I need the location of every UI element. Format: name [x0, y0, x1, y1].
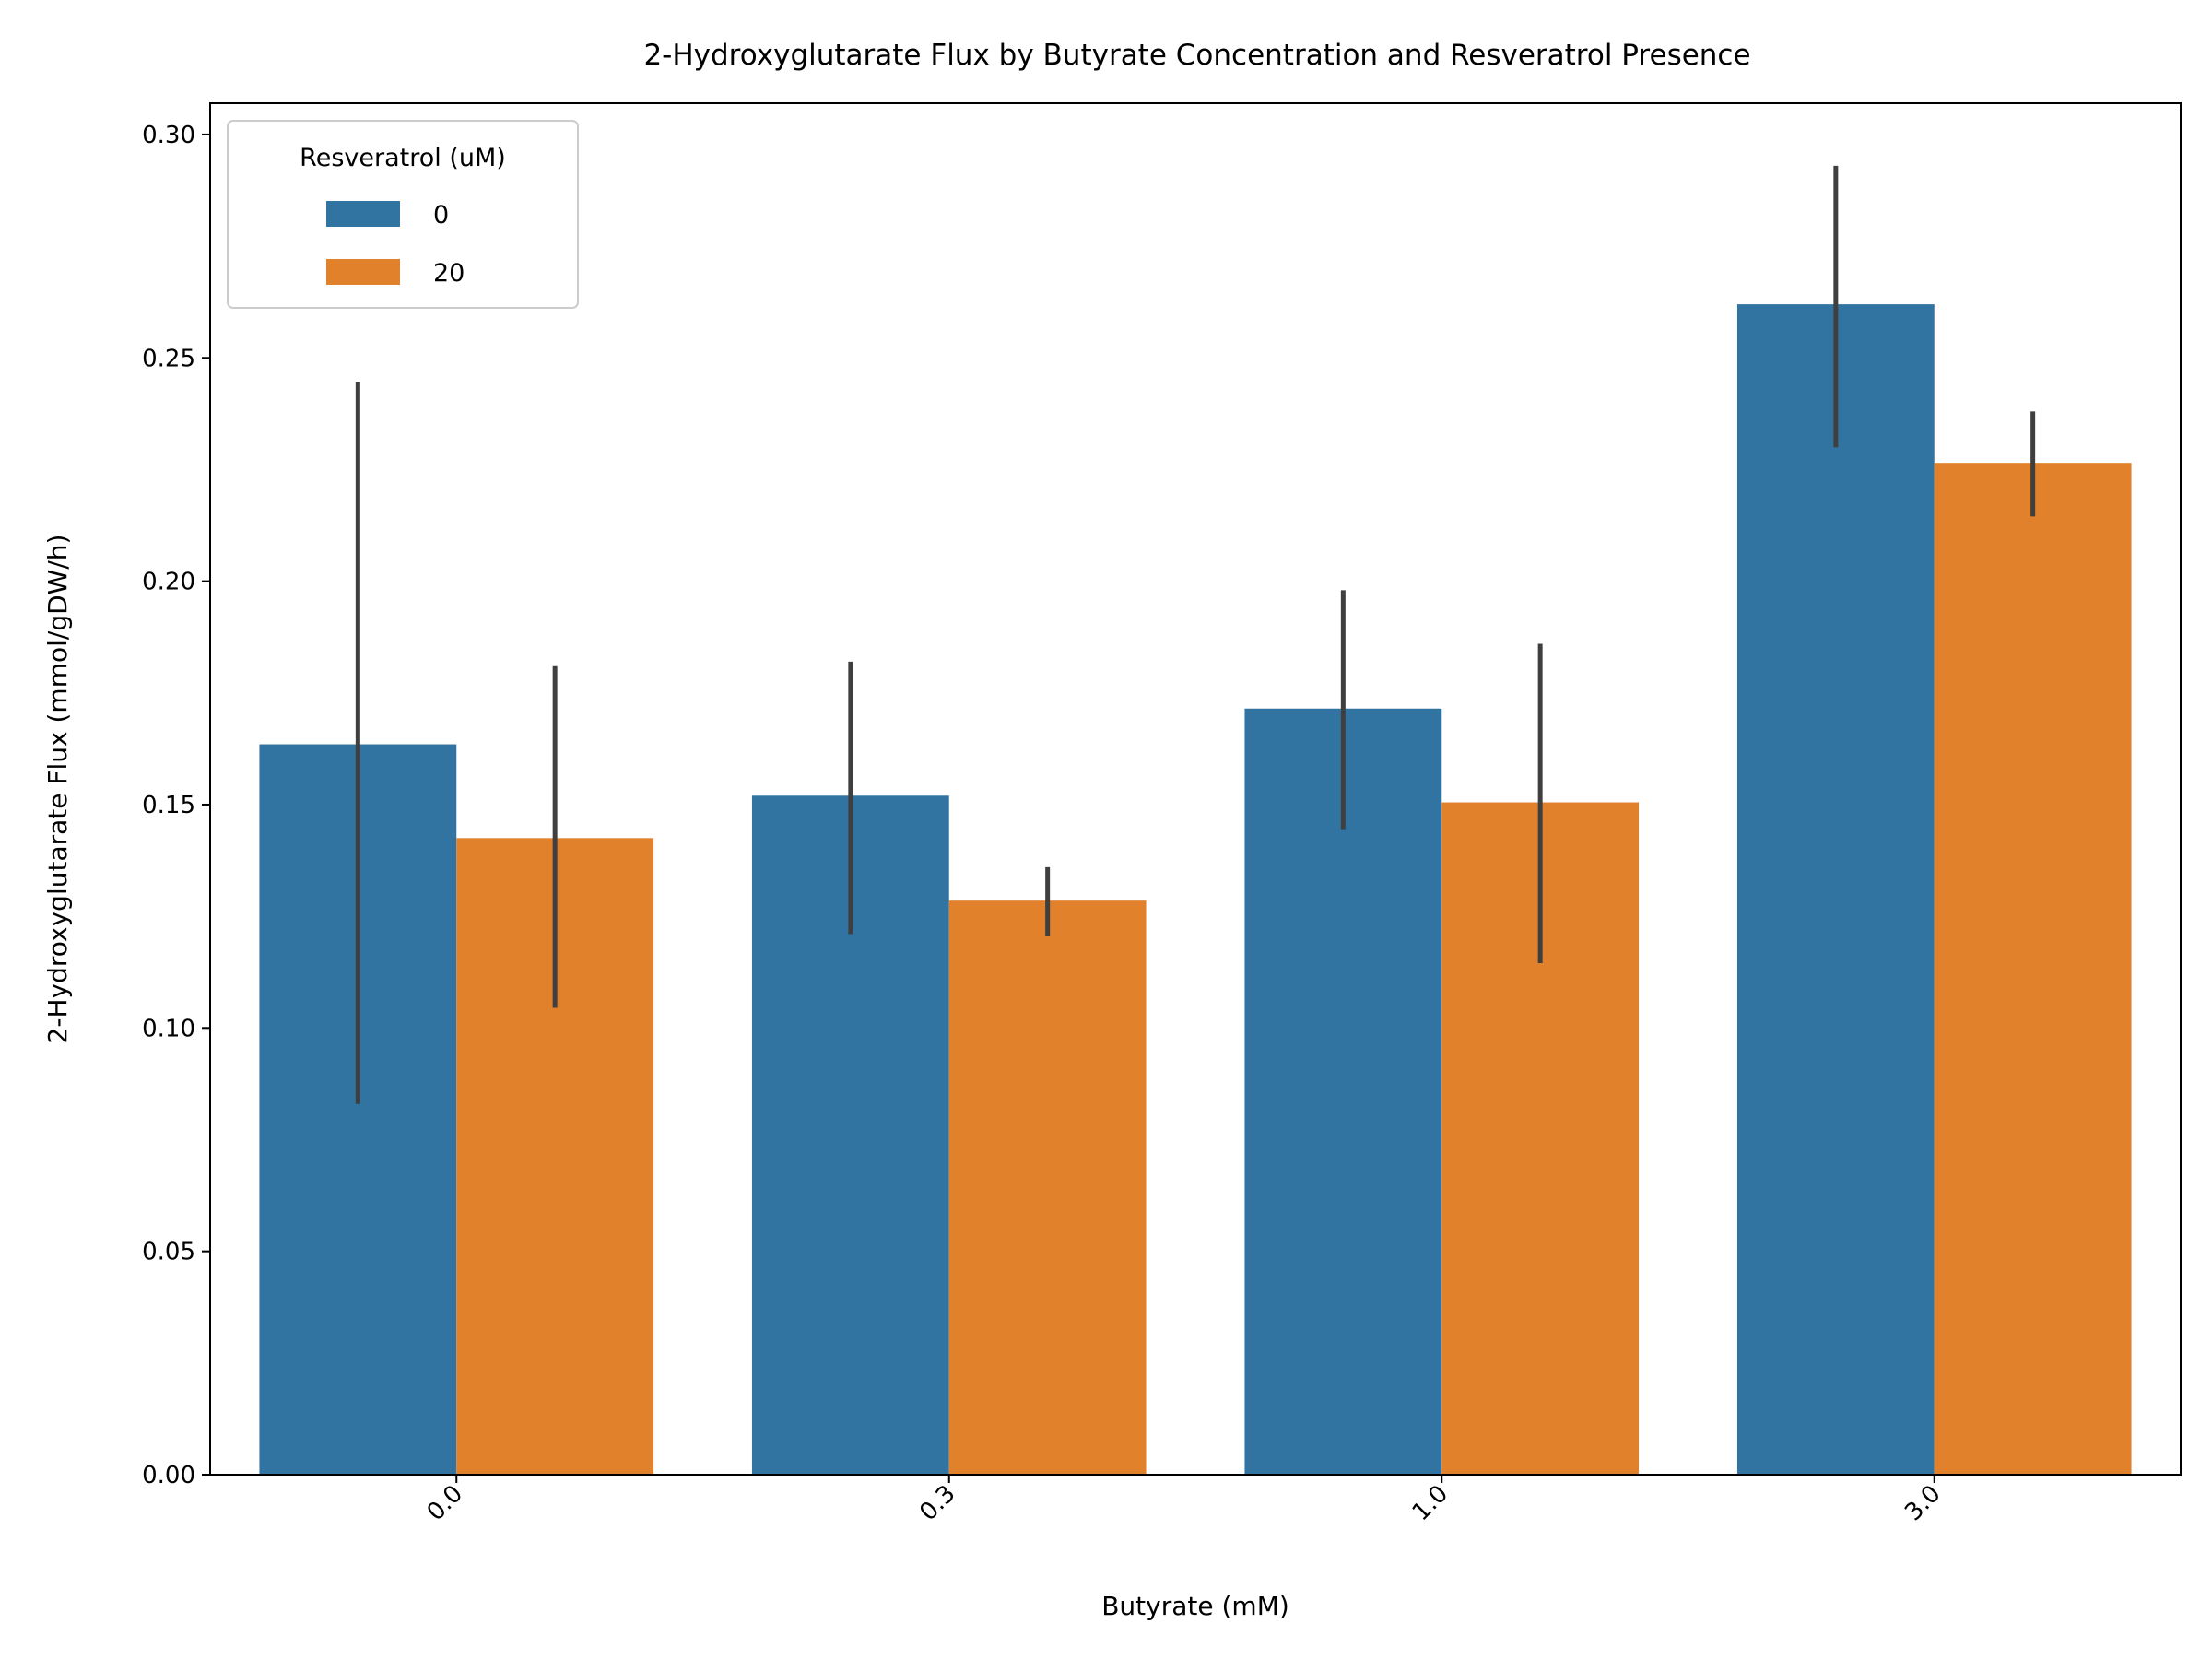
- bar-resveratrol-0-butyrate-1.0: [1244, 708, 1442, 1475]
- y-tick-label: 0.25: [142, 345, 195, 372]
- legend-label-20: 20: [433, 259, 465, 288]
- plot-frame: [209, 102, 2182, 1476]
- legend-box: [227, 120, 579, 309]
- x-tick-label: 0.3: [914, 1480, 960, 1526]
- x-tick-label: 0.0: [422, 1480, 468, 1526]
- bars-layer: [259, 304, 2132, 1476]
- bar-resveratrol-20-butyrate-3.0: [1934, 463, 2132, 1475]
- legend-label-0: 0: [433, 201, 449, 229]
- y-tick-label: 0.10: [142, 1015, 195, 1042]
- legend-swatch-0: [326, 201, 400, 227]
- chart-title: 2-Hydroxyglutarate Flux by Butyrate Conc…: [643, 39, 1750, 72]
- x-axis-label: Butyrate (mM): [1101, 1591, 1289, 1621]
- x-tick-label: 3.0: [1900, 1480, 1946, 1526]
- x-axis: 0.0 0.3 1.0 3.0: [422, 1475, 1947, 1526]
- legend: Resveratrol (uM) 0 20: [227, 120, 579, 309]
- y-tick-label: 0.15: [142, 792, 195, 819]
- legend-swatch-20: [326, 259, 400, 285]
- y-axis: 0.00 0.05 0.10 0.15 0.20 0.25 0.30: [142, 122, 210, 1489]
- bar-resveratrol-0-butyrate-3.0: [1736, 304, 1935, 1476]
- x-tick-label: 1.0: [1407, 1480, 1453, 1526]
- y-tick-label: 0.05: [142, 1239, 195, 1266]
- y-tick-label: 0.00: [142, 1462, 195, 1489]
- y-tick-label: 0.30: [142, 122, 195, 149]
- error-bars-layer: [355, 165, 2036, 1104]
- y-tick-label: 0.20: [142, 569, 195, 596]
- bar-resveratrol-20-butyrate-0.3: [948, 900, 1147, 1475]
- legend-title: Resveratrol (uM): [300, 144, 506, 172]
- y-axis-label: 2-Hydroxyglutarate Flux (mmol/gDW/h): [42, 535, 73, 1044]
